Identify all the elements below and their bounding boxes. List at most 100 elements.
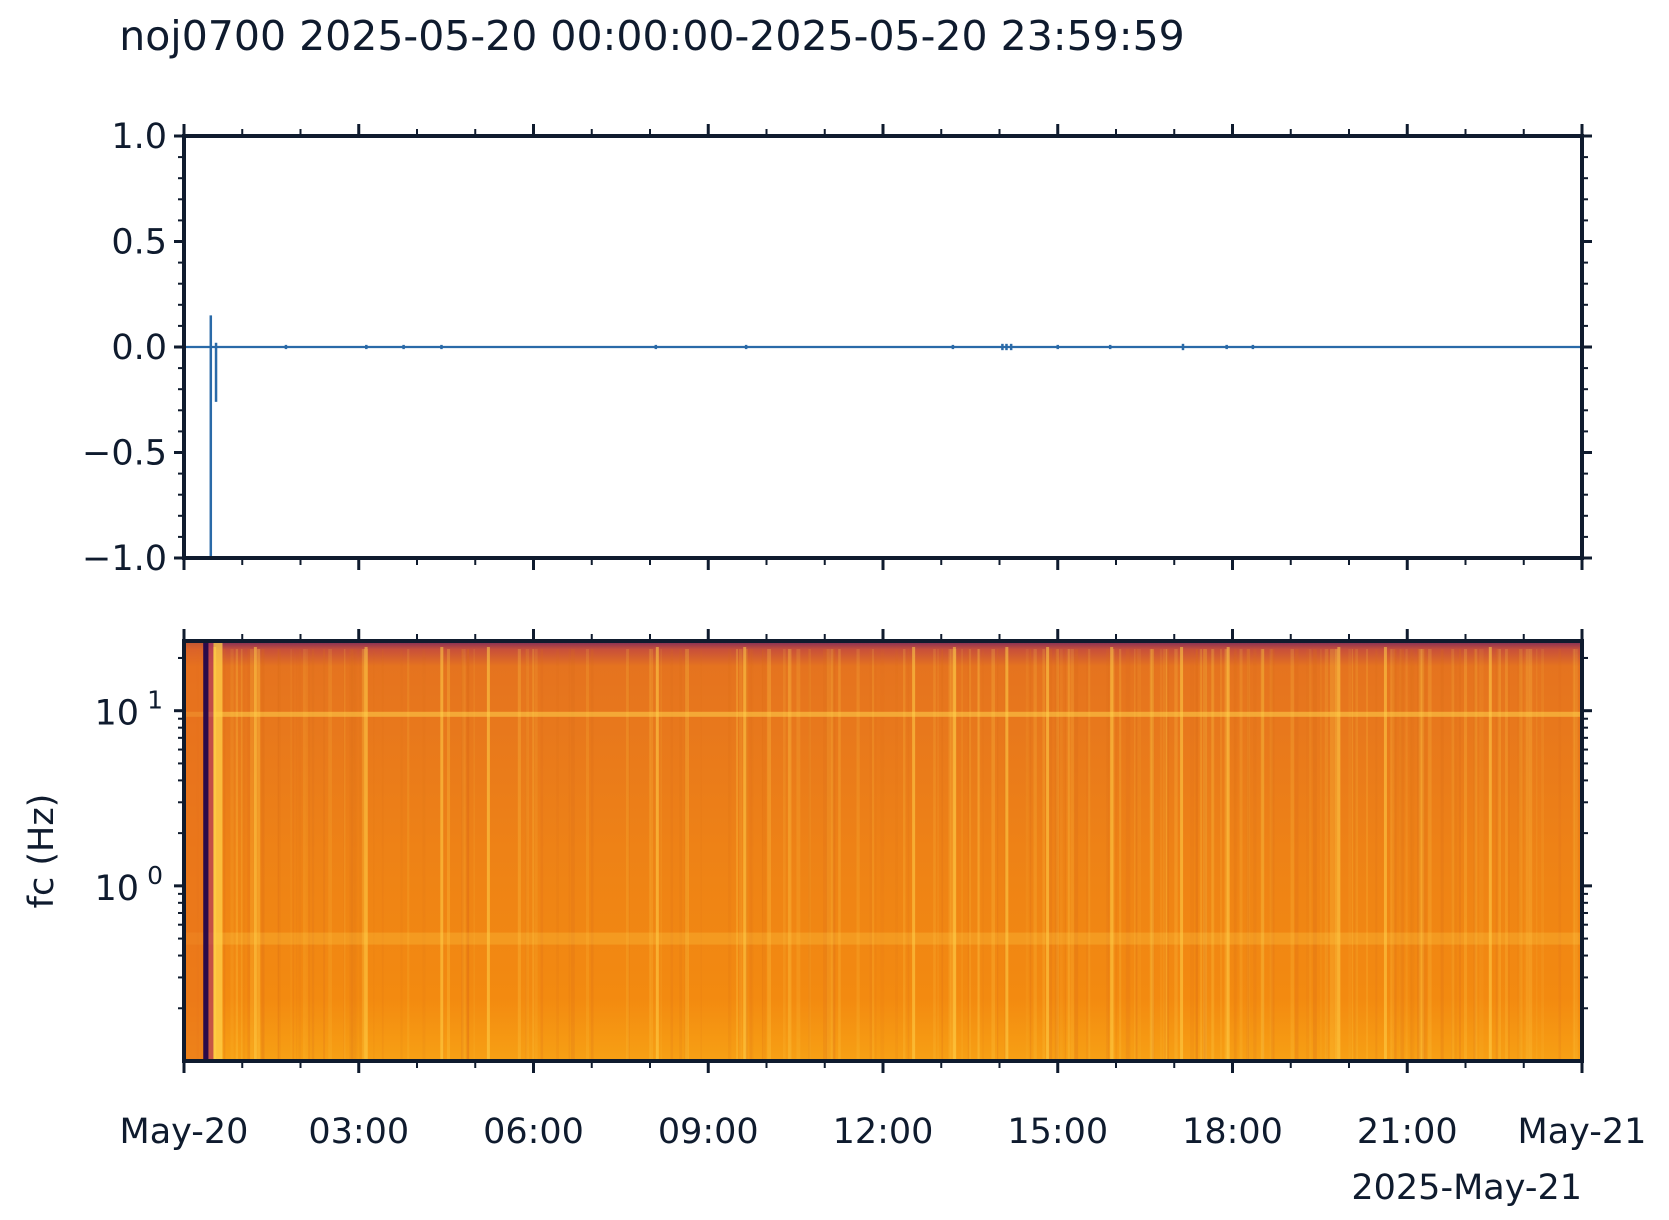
spectrogram-streak: [1106, 649, 1110, 1061]
x-tick-label: 21:00: [1357, 1112, 1458, 1152]
spectrogram-streak: [808, 649, 812, 1061]
spectrogram-bright-line: [952, 647, 956, 1061]
spectrogram-y-label: fc (Hz): [22, 794, 62, 909]
spectrogram-streak: [525, 649, 530, 1061]
spectrogram-streak: [895, 649, 899, 1061]
spectrogram-streak: [767, 649, 772, 1061]
spectrogram-streak: [796, 649, 801, 1061]
spectrogram-streak: [466, 649, 470, 1061]
spectrogram-bright-line: [1337, 647, 1341, 1061]
spectrogram-streak: [1056, 649, 1060, 1061]
spectrogram-streak: [1033, 649, 1037, 1061]
spectrogram-streak: [1129, 649, 1131, 1061]
spectrogram-streak: [1366, 649, 1368, 1061]
spectrogram-streak: [761, 649, 763, 1061]
spectrogram-streak: [1306, 649, 1310, 1061]
spectrogram-band: [184, 932, 1582, 945]
spectrogram-bright-line: [1180, 647, 1184, 1061]
spectrogram-streak: [679, 649, 683, 1061]
spectrogram-streak: [585, 649, 589, 1061]
spectrogram-streak: [250, 649, 254, 1061]
spectrogram-streak: [826, 649, 830, 1061]
spectrogram-streak: [1070, 649, 1074, 1061]
spectrogram-streak: [1166, 649, 1168, 1061]
chart-title: noj0700 2025-05-20 00:00:00-2025-05-20 2…: [119, 12, 1185, 60]
spectrogram-heatmap: [184, 641, 1582, 1061]
spectrogram-bright-line: [743, 647, 747, 1061]
spectrogram-streak: [1134, 649, 1136, 1061]
spectrogram-streak: [902, 649, 906, 1061]
spectrogram-streak: [1458, 649, 1461, 1061]
waveform-y-tick-label: −0.5: [82, 434, 167, 474]
spectrogram-streak: [1524, 649, 1528, 1061]
spectrogram-streak: [1220, 649, 1222, 1061]
spectrogram-streak: [1261, 649, 1265, 1061]
spectrogram-streak: [1320, 649, 1322, 1061]
spectrogram-streak: [1405, 649, 1408, 1061]
spectrogram-streak: [1508, 649, 1510, 1061]
spectrogram-streak: [1203, 649, 1207, 1061]
spectrogram-streak: [534, 649, 538, 1061]
spectrogram-streak: [700, 649, 702, 1061]
spectrogram-streak: [1454, 649, 1457, 1061]
spectrogram-streak: [308, 649, 311, 1061]
spectrogram-gap-bright: [213, 641, 223, 1061]
spectrogram-streak: [361, 649, 365, 1061]
spectrogram-streak: [948, 649, 951, 1061]
spectrogram-streak: [1025, 649, 1029, 1061]
spectrogram-streak: [685, 649, 689, 1061]
spectrogram-streak: [832, 649, 836, 1061]
spectrogram-streak: [1260, 649, 1265, 1061]
spectrogram-panel: 10 1 10 0 fc (Hz): [22, 629, 1592, 1073]
waveform-y-tick-label: −1.0: [82, 539, 167, 579]
spectrogram-streak: [525, 649, 528, 1061]
spectrogram-streak: [443, 649, 445, 1061]
spectrogram-streak: [353, 649, 356, 1061]
spectrogram-streak: [1428, 649, 1432, 1061]
spectrogram-bright-line: [1046, 647, 1050, 1061]
spectrogram-streak: [1262, 649, 1264, 1061]
spectrogram-streak: [235, 649, 239, 1061]
spectrogram-streak: [1135, 649, 1138, 1061]
spectrogram-streak: [532, 649, 535, 1061]
spectrogram-streak: [1086, 649, 1089, 1061]
waveform-panel: 1.0 0.5 0.0 −0.5 −1.0: [82, 117, 1592, 579]
spectrogram-streak: [1246, 649, 1250, 1061]
spectrogram-streak: [1558, 649, 1562, 1061]
spectrogram-data-gap: [203, 641, 209, 1061]
spectrogram-streak: [869, 649, 873, 1061]
spectrogram-streak: [762, 649, 766, 1061]
spectrogram-y-tick-exponent: 1: [147, 686, 163, 715]
spectrogram-streak: [1422, 649, 1425, 1061]
spectrogram-streak: [1029, 649, 1032, 1061]
spectrogram-streak: [1417, 649, 1420, 1061]
spectrogram-streak: [933, 649, 936, 1061]
spectrogram-streak: [949, 649, 954, 1061]
spectrogram-bright-line: [253, 647, 257, 1061]
spectrogram-streak: [1393, 649, 1397, 1061]
spectrogram-streak: [460, 649, 464, 1061]
spectrogram-streak: [1167, 649, 1170, 1061]
spectrogram-streak: [461, 649, 464, 1061]
spectrogram-streak: [1054, 649, 1059, 1061]
spectrogram-streak: [788, 649, 791, 1061]
spectrogram-streak: [1290, 649, 1294, 1061]
spectrogram-streak: [977, 649, 981, 1061]
spectrogram-streak: [1480, 649, 1484, 1061]
spectrogram-streak: [1211, 649, 1214, 1061]
spectrogram-streak: [296, 649, 298, 1061]
spectrogram-y-tick-exponent: 0: [147, 861, 163, 890]
spectrogram-streak: [783, 649, 786, 1061]
spectrogram-streak: [1200, 649, 1203, 1061]
spectrogram-streak: [1196, 649, 1198, 1061]
x-offset-label: 2025-May-21: [1351, 1168, 1582, 1208]
spectrogram-streak: [223, 649, 226, 1061]
spectrogram-frame: [182, 639, 1584, 1063]
spectrogram-streak: [349, 649, 354, 1061]
spectrogram-streak: [1420, 649, 1425, 1061]
spectrogram-bright-line: [1488, 647, 1492, 1061]
spectrogram-streak: [1474, 649, 1478, 1061]
spectrogram-streak: [1334, 649, 1338, 1061]
spectrogram-streak: [556, 649, 559, 1061]
